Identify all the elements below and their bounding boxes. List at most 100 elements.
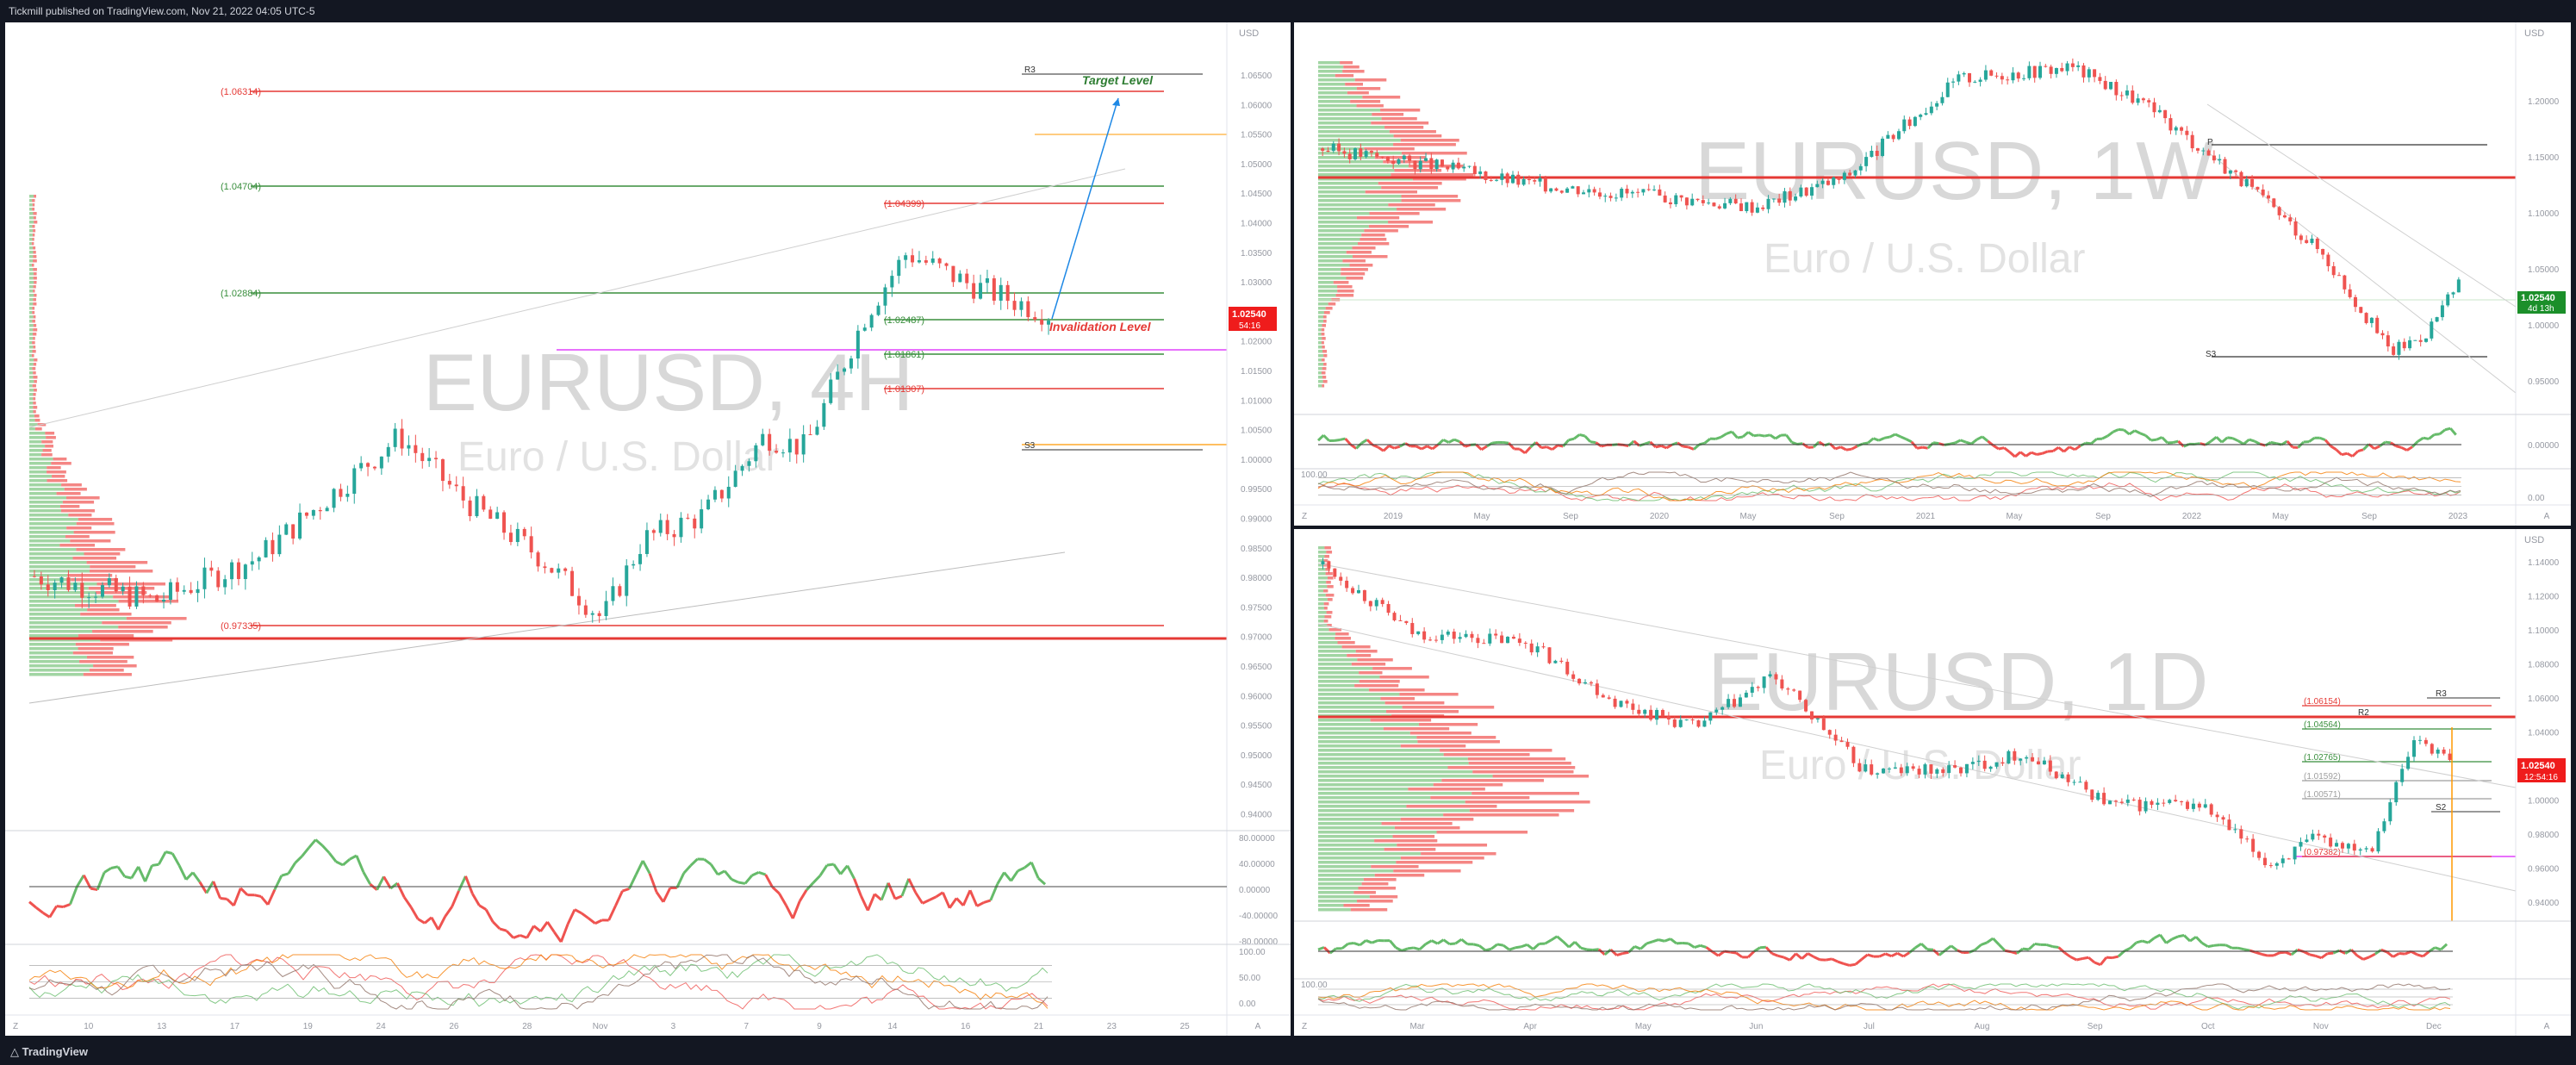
oscillator-segment [1789, 952, 1797, 962]
stochastic-line [28, 954, 1048, 1010]
volume-profile-bar-up [29, 419, 35, 422]
candle-body [1733, 699, 1737, 707]
candle-body [2321, 249, 2325, 255]
volume-profile-bar-up [1318, 744, 1401, 748]
chart-1d-svg[interactable]: EURUSD, 1D Euro / U.S. Dollar (1.06154)(… [1294, 529, 2571, 1036]
volume-profile-bar-down [32, 238, 34, 241]
volume-profile-bar-up [1318, 667, 1373, 670]
footer-brand[interactable]: TradingView [22, 1045, 88, 1058]
candle-body [114, 577, 118, 592]
time-axis-label: Mar [1409, 1022, 1425, 1031]
candle-body [1723, 202, 1727, 209]
volume-profile-bar-down [76, 522, 115, 526]
volume-profile-bar-down [1356, 87, 1381, 90]
volume-profile-bar-down [1321, 328, 1325, 332]
oscillator-segment [553, 931, 563, 944]
volume-profile-bar-down [1359, 680, 1400, 683]
volume-profile-bar-up [1318, 234, 1362, 237]
oscillator-segment [287, 862, 296, 875]
candle-body [1842, 172, 1846, 180]
candle-body [1392, 613, 1397, 620]
candle-body [1959, 767, 1963, 774]
volume-profile-bar-down [33, 285, 36, 289]
oscillator-segment [641, 860, 651, 875]
oscillator-segment [914, 892, 924, 905]
volume-profile-bar-up [1318, 878, 1364, 881]
volume-profile-bar-down [32, 384, 36, 388]
oscillator-segment [1573, 433, 1581, 440]
oscillator-segment [2213, 944, 2220, 947]
volume-profile-bar-up [1318, 766, 1448, 769]
candle-body [427, 458, 432, 462]
volume-profile-bar-down [68, 514, 92, 517]
volume-profile-bar-down [1324, 555, 1329, 558]
candle-body [1976, 760, 1981, 763]
volume-profile-bar-up [1318, 564, 1324, 567]
volume-profile-bar-down [56, 492, 81, 495]
volume-profile-bar-down [1381, 186, 1439, 190]
volume-profile-bar-down [1364, 229, 1398, 233]
candle-body [1607, 697, 1611, 699]
oscillator-segment [2315, 954, 2322, 960]
volume-profile-bar-down [1333, 281, 1349, 284]
volume-profile-bar-down [1401, 195, 1459, 198]
candle-body [1446, 166, 1450, 170]
oscillator-segment [1518, 447, 1527, 455]
oscillator-segment [2139, 432, 2147, 437]
oscillator-segment [1316, 434, 1325, 442]
volume-profile-bar-down [1368, 225, 1409, 228]
oscillator-segment [103, 867, 112, 874]
price-axis-label: 1.05000 [2528, 265, 2560, 275]
candle-body [1658, 189, 1662, 196]
oscillator-segment [130, 866, 140, 879]
volume-profile-bar-down [1326, 551, 1333, 554]
candle-body [1696, 198, 1700, 201]
oscillator-segment [492, 920, 501, 930]
chart-panel-1d[interactable]: EURUSD, 1D Euro / U.S. Dollar (1.06154)(… [1294, 529, 2571, 1036]
volume-profile-bar-down [1397, 844, 1488, 847]
candle-body [366, 463, 370, 467]
chart-panel-1w[interactable]: EURUSD, 1W Euro / U.S. Dollar P S3 USD 1.… [1294, 22, 2571, 526]
chart-1w-svg[interactable]: EURUSD, 1W Euro / U.S. Dollar PS3 USD 1.… [1294, 22, 2571, 526]
oscillator-segment [2134, 429, 2141, 435]
volume-profile-bar-down [1349, 264, 1373, 267]
oscillator-segment [2088, 956, 2096, 964]
candle-body [2268, 865, 2273, 867]
oscillator-segment [1030, 862, 1040, 879]
candle-body [2119, 801, 2124, 803]
oscillator-segment [301, 847, 310, 857]
time-axis-label: May [2007, 512, 2023, 521]
chart-panel-4h[interactable]: EURUSD, 4H Euro / U.S. Dollar (1.06314)(… [5, 22, 1291, 1036]
candle-body [2186, 801, 2190, 809]
time-axis-label: 2022 [2182, 512, 2202, 521]
candle-body [2157, 109, 2162, 113]
volume-profile-bar-up [1318, 869, 1394, 873]
candle-body [2141, 98, 2145, 101]
volume-profile-bar-down [1322, 358, 1325, 362]
volume-profile-bar-up [1318, 779, 1442, 782]
arrow-head-icon [1112, 98, 1120, 106]
candle-body [2195, 148, 2200, 151]
volume-profile-bar-down [52, 475, 65, 478]
oscillator-segment [594, 919, 603, 925]
time-axis-label: May [2273, 512, 2289, 521]
oscillator-segment [1431, 939, 1439, 945]
candle-body [781, 452, 785, 454]
volume-profile-bar-down [1323, 602, 1329, 606]
candle-body [979, 283, 983, 299]
oscillator-axis-label: 80.00000 [1239, 834, 1275, 844]
volume-profile-bar-up [1318, 753, 1444, 757]
volume-profile-bar-up [29, 259, 34, 263]
candle-body [2168, 118, 2173, 131]
candle-body [2394, 782, 2399, 803]
oscillator-segment [689, 857, 699, 867]
candle-body [1386, 604, 1391, 613]
candle-body [2311, 833, 2315, 840]
chart-4h-svg[interactable]: EURUSD, 4H Euro / U.S. Dollar (1.06314)(… [5, 22, 1291, 1036]
volume-profile-bar-down [1396, 861, 1473, 864]
oscillator-segment [2379, 440, 2386, 447]
oscillator-segment [1562, 940, 1571, 949]
candle-body [1571, 186, 1575, 189]
time-axis-label: Sep [2095, 512, 2111, 521]
volume-profile-bar-down [72, 651, 113, 655]
